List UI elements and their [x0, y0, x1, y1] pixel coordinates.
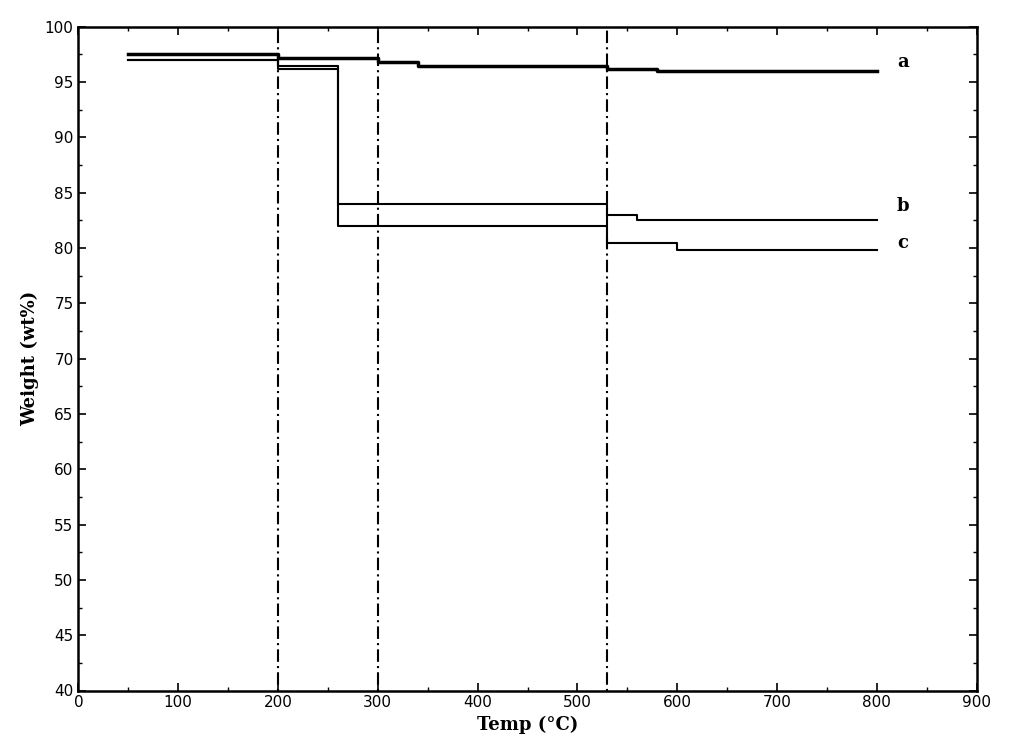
Y-axis label: Weight (wt%): Weight (wt%) [21, 291, 39, 427]
Text: c: c [896, 233, 907, 251]
X-axis label: Temp (°C): Temp (°C) [476, 716, 577, 734]
Text: b: b [896, 197, 909, 215]
Text: a: a [896, 54, 908, 71]
